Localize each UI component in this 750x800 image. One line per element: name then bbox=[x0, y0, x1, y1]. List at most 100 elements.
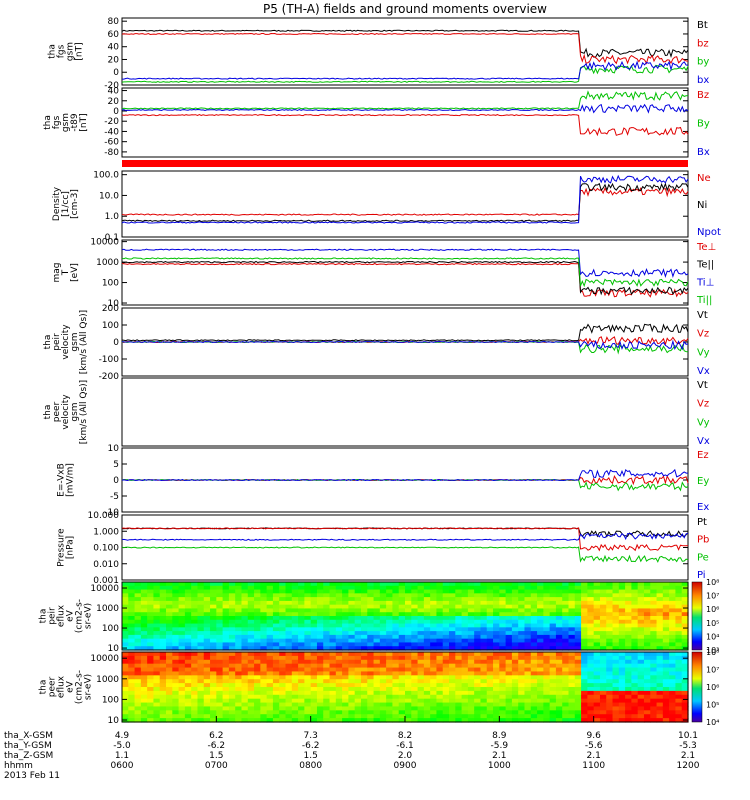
spectrogram-cell bbox=[637, 593, 645, 598]
spectrogram-cell bbox=[279, 706, 287, 711]
spectrogram-cell bbox=[304, 627, 312, 632]
spectrogram-cell bbox=[272, 667, 280, 673]
spectrogram-cell bbox=[612, 585, 620, 591]
spectrogram-cell bbox=[625, 667, 632, 673]
spectrogram-cell bbox=[241, 663, 249, 669]
spectrogram-cell bbox=[455, 710, 463, 715]
spectrogram-cell bbox=[184, 597, 192, 602]
spectrogram-cell bbox=[128, 687, 136, 692]
spectrogram-cell bbox=[499, 659, 507, 665]
spectrogram-cell bbox=[669, 690, 677, 696]
x-tick-label: 9.6 bbox=[587, 731, 602, 741]
spectrogram-cell bbox=[285, 652, 293, 657]
spectrogram-cell bbox=[335, 659, 343, 665]
spectrogram-cell bbox=[140, 612, 148, 617]
spectrogram-cell bbox=[587, 638, 595, 644]
spectrogram-cell bbox=[298, 698, 305, 704]
spectrogram-cell bbox=[323, 593, 331, 598]
spectrogram-cell bbox=[461, 631, 469, 636]
spectrogram-cell bbox=[134, 659, 142, 665]
spectrogram-cell bbox=[216, 702, 224, 708]
spectrogram-cell bbox=[247, 687, 255, 692]
spectrogram-cell bbox=[191, 608, 199, 613]
spectrogram-cell bbox=[291, 667, 299, 673]
spectrogram-cell bbox=[191, 655, 199, 661]
spectrogram-cell bbox=[449, 710, 456, 715]
spectrogram-cell bbox=[172, 675, 180, 680]
spectrogram-cell bbox=[499, 604, 507, 610]
spectrogram-cell bbox=[279, 608, 287, 613]
spectrogram-cell bbox=[480, 679, 488, 684]
spectrogram-cell bbox=[172, 710, 180, 715]
spectrogram-cell bbox=[172, 627, 180, 632]
spectrogram-cell bbox=[279, 589, 287, 594]
spectrogram-cell bbox=[210, 604, 217, 610]
spectrogram-cell bbox=[367, 616, 375, 621]
spectrogram-cell bbox=[210, 698, 217, 704]
spectrogram-cell bbox=[411, 597, 419, 602]
spectrogram-cell bbox=[574, 659, 582, 665]
x-tick-label: 6.2 bbox=[209, 731, 223, 741]
spectrogram-cell bbox=[329, 604, 337, 610]
spectrogram-cell bbox=[593, 600, 601, 606]
spectrogram-cell bbox=[486, 675, 494, 680]
spectrogram-cell bbox=[681, 597, 689, 602]
spectrogram-cell bbox=[643, 627, 651, 632]
spectrogram-cell bbox=[662, 683, 670, 688]
spectrogram-cell bbox=[367, 698, 375, 704]
spectrogram-cell bbox=[543, 655, 551, 661]
y-tick-label: 60 bbox=[108, 30, 120, 40]
spectrogram-cell bbox=[587, 652, 595, 657]
spectrogram-cell bbox=[511, 600, 519, 606]
spectrogram-cell bbox=[354, 604, 362, 610]
spectrogram-cell bbox=[662, 710, 670, 715]
spectrogram-cell bbox=[379, 690, 387, 696]
spectrogram-cell bbox=[405, 600, 412, 606]
series-line-by bbox=[121, 64, 689, 83]
spectrogram-cell bbox=[398, 679, 406, 684]
spectrogram-cell bbox=[172, 706, 180, 711]
spectrogram-cell bbox=[656, 582, 664, 587]
spectrogram-cell bbox=[304, 659, 312, 665]
spectrogram-cell bbox=[272, 612, 280, 617]
spectrogram-cell bbox=[568, 585, 576, 591]
spectrogram-cell bbox=[159, 659, 167, 665]
spectrogram-cell bbox=[254, 616, 261, 621]
spectrogram-cell bbox=[128, 655, 136, 661]
spectrogram-cell bbox=[203, 714, 211, 719]
spectrogram-cell bbox=[310, 593, 318, 598]
spectrogram-cell bbox=[235, 638, 243, 644]
spectrogram-cell bbox=[574, 582, 582, 587]
spectrogram-cell bbox=[411, 623, 419, 628]
spectrogram-cell bbox=[373, 638, 381, 644]
spectrogram-cell bbox=[203, 593, 211, 598]
spectrogram-cell bbox=[159, 714, 167, 719]
spectrogram-cell bbox=[587, 619, 595, 625]
spectrogram-cell bbox=[210, 608, 217, 613]
spectrogram-cell bbox=[241, 612, 249, 617]
spectrogram-cell bbox=[581, 634, 588, 640]
spectrogram-cell bbox=[298, 683, 305, 688]
spectrogram-cell bbox=[360, 663, 368, 669]
spectrogram-cell bbox=[128, 623, 136, 628]
spectrogram-cell bbox=[222, 604, 230, 610]
spectrogram-cell bbox=[348, 706, 356, 711]
spectrogram-cell bbox=[461, 638, 469, 644]
spectrogram-cell bbox=[191, 616, 199, 621]
spectrogram-cell bbox=[373, 698, 381, 704]
spectrogram-cell bbox=[166, 675, 173, 680]
spectrogram-cell bbox=[411, 690, 419, 696]
spectrogram-cell bbox=[235, 616, 243, 621]
spectrogram-cell bbox=[128, 698, 136, 704]
spectrogram-cell bbox=[134, 638, 142, 644]
spectrogram-cell bbox=[555, 694, 563, 700]
spectrogram-cell bbox=[247, 659, 255, 665]
spectrogram-cell bbox=[480, 627, 488, 632]
spectrogram-cell bbox=[555, 589, 563, 594]
spectrogram-cell bbox=[197, 608, 205, 613]
spectrogram-cell bbox=[122, 638, 129, 644]
spectrogram-cell bbox=[511, 627, 519, 632]
spectrogram-cell bbox=[272, 593, 280, 598]
spectrogram-cell bbox=[625, 582, 632, 587]
colorbar-tick-label: 10⁵ bbox=[706, 619, 719, 628]
